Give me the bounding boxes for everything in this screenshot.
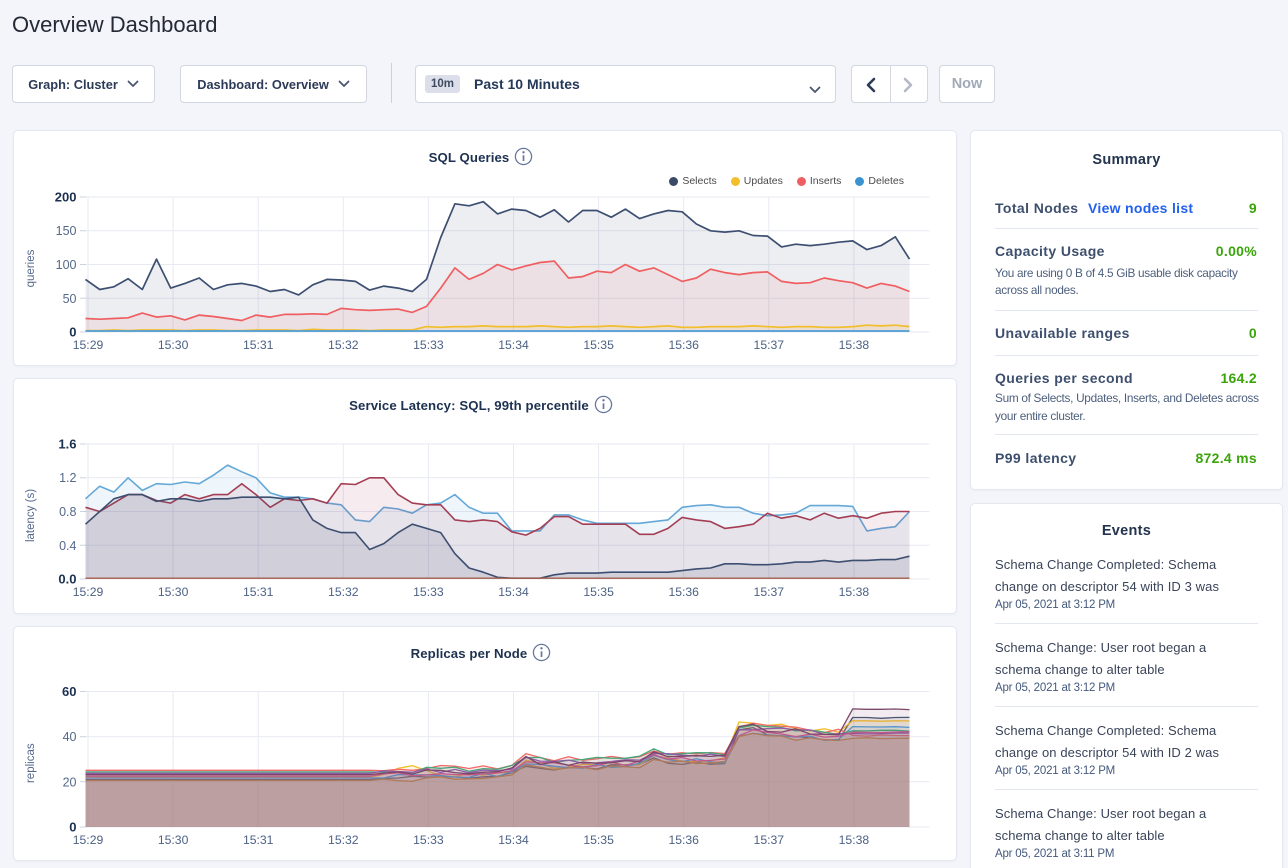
svg-text:40: 40: [62, 730, 76, 744]
svg-text:15:29: 15:29: [72, 833, 103, 847]
svg-text:15:31: 15:31: [242, 585, 273, 599]
svg-text:15:31: 15:31: [242, 338, 273, 352]
svg-text:replicas: replicas: [25, 743, 37, 783]
svg-text:200: 200: [54, 190, 76, 205]
svg-text:15:29: 15:29: [72, 338, 103, 352]
svg-text:15:36: 15:36: [668, 338, 699, 352]
svg-text:15:34: 15:34: [498, 338, 529, 352]
svg-text:15:32: 15:32: [328, 338, 359, 352]
svg-text:15:33: 15:33: [413, 833, 444, 847]
svg-text:15:37: 15:37: [753, 833, 784, 847]
svg-text:15:33: 15:33: [413, 338, 444, 352]
svg-text:15:36: 15:36: [668, 585, 699, 599]
svg-text:15:29: 15:29: [72, 585, 103, 599]
svg-text:15:36: 15:36: [668, 833, 699, 847]
svg-text:15:35: 15:35: [583, 338, 614, 352]
svg-text:queries: queries: [25, 249, 37, 287]
svg-text:20: 20: [62, 775, 76, 789]
svg-text:15:30: 15:30: [157, 338, 188, 352]
svg-text:15:31: 15:31: [242, 833, 273, 847]
svg-text:15:37: 15:37: [753, 585, 784, 599]
svg-text:15:33: 15:33: [413, 585, 444, 599]
svg-text:150: 150: [55, 224, 76, 238]
svg-text:15:35: 15:35: [583, 585, 614, 599]
svg-text:0.4: 0.4: [59, 539, 76, 553]
svg-text:15:34: 15:34: [498, 833, 529, 847]
svg-text:15:38: 15:38: [838, 833, 869, 847]
svg-text:1.6: 1.6: [58, 437, 76, 452]
svg-text:1.2: 1.2: [59, 471, 76, 485]
svg-text:15:34: 15:34: [498, 585, 529, 599]
svg-text:0.8: 0.8: [59, 505, 76, 519]
svg-text:15:32: 15:32: [328, 585, 359, 599]
svg-text:15:30: 15:30: [157, 585, 188, 599]
svg-text:50: 50: [62, 292, 76, 306]
svg-text:60: 60: [62, 684, 76, 699]
svg-text:15:35: 15:35: [583, 833, 614, 847]
svg-text:15:32: 15:32: [328, 833, 359, 847]
svg-text:0: 0: [69, 819, 76, 834]
svg-text:15:30: 15:30: [157, 833, 188, 847]
svg-text:15:38: 15:38: [838, 585, 869, 599]
svg-text:0.0: 0.0: [58, 572, 76, 587]
svg-text:0: 0: [69, 325, 76, 340]
svg-text:latency (s): latency (s): [25, 489, 37, 542]
svg-text:15:37: 15:37: [753, 338, 784, 352]
svg-text:15:38: 15:38: [838, 338, 869, 352]
svg-text:100: 100: [55, 258, 76, 272]
